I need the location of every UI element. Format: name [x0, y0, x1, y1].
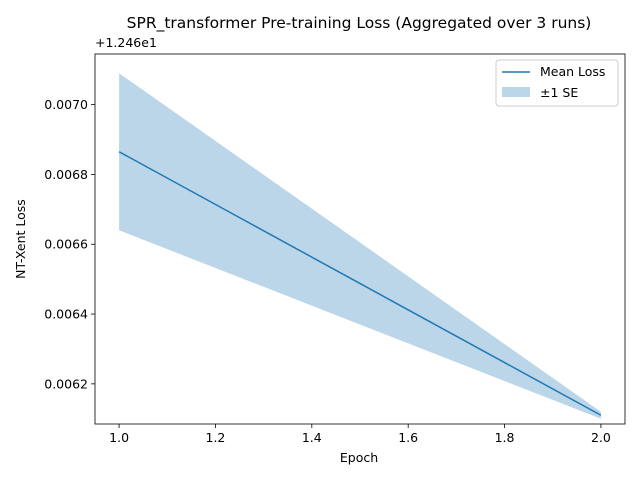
y-tick-label: 0.0062: [44, 376, 88, 391]
plot-area: [118, 73, 602, 419]
y-tick-label: 0.0066: [44, 237, 88, 252]
plot-frame: [94, 53, 626, 425]
y-axis-offset-text: +1.246e1: [95, 35, 157, 50]
legend-se-swatch: [502, 87, 530, 97]
x-tick-label: 1.4: [302, 430, 322, 445]
se-band-area: [119, 73, 601, 419]
y-tick-label: 0.0068: [44, 167, 88, 182]
x-tick-label: 2.0: [591, 430, 611, 445]
legend-se-label: ±1 SE: [540, 85, 578, 100]
legend-mean-loss-label: Mean Loss: [540, 64, 605, 79]
chart-title: SPR_transformer Pre-training Loss (Aggre…: [127, 14, 592, 33]
x-axis-label: Epoch: [340, 450, 378, 465]
x-axis-ticks: 1.0 1.2 1.4 1.6 1.8 2.0: [109, 424, 611, 445]
x-tick-label: 1.8: [495, 430, 515, 445]
y-axis-ticks: 0.0062 0.0064 0.0066 0.0068 0.0070: [44, 97, 95, 391]
x-tick-label: 1.0: [109, 430, 129, 445]
legend: Mean Loss ±1 SE: [495, 59, 619, 107]
x-tick-label: 1.6: [398, 430, 418, 445]
y-tick-label: 0.0070: [44, 97, 88, 112]
series-line-mean-loss: [118, 151, 602, 416]
x-tick-label: 1.2: [206, 430, 226, 445]
y-tick-label: 0.0064: [44, 307, 88, 322]
y-axis-label: NT-Xent Loss: [13, 199, 28, 279]
